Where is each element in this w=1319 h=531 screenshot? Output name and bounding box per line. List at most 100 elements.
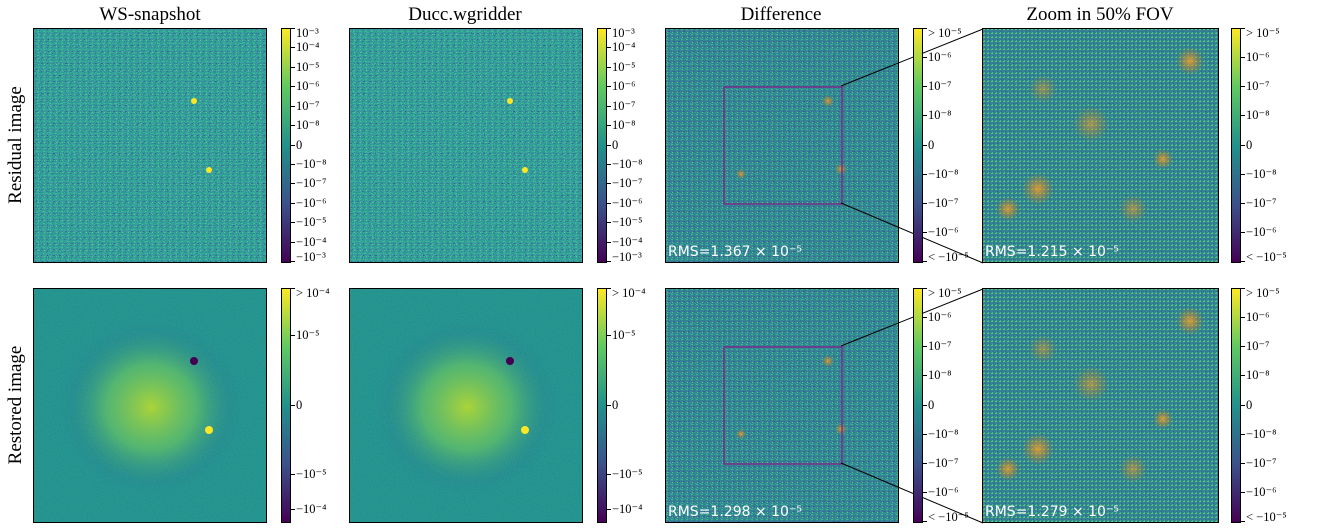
colorbar-tick-mark	[291, 509, 295, 510]
colorbar-tick-mark	[1241, 203, 1245, 204]
colorbar-tick-label: 10⁻⁷	[296, 99, 320, 113]
colorbar-tick-label: 10⁻³	[612, 26, 635, 40]
colorbar-tick-mark	[607, 261, 611, 262]
column-title-zoom: Zoom in 50% FOV	[1026, 4, 1174, 25]
colorbar-tick-mark	[1241, 317, 1245, 318]
colorbar-tick-label: −10⁻⁶	[928, 485, 959, 499]
colorbar-tick-label: −10⁻⁷	[928, 456, 959, 470]
colorbar-tick-label: −10⁻⁸	[928, 167, 959, 181]
colorbar-tick-label: 10⁻⁵	[612, 328, 636, 342]
colorbar-tick-mark	[923, 86, 927, 87]
colorbar-tick-label: > 10⁻⁴	[296, 286, 330, 300]
residual-ws-snapshot-image	[33, 28, 267, 263]
colorbar-tick-mark	[923, 174, 927, 175]
colorbar-tick-label: 10⁻⁷	[1246, 339, 1270, 353]
colorbar-tick-label: −10⁻⁴	[296, 502, 327, 516]
colorbar-tick-label: −10⁻⁴	[296, 235, 327, 249]
colorbar-tick-label: −10⁻⁸	[296, 157, 327, 171]
colorbar-tick-mark	[1241, 28, 1245, 29]
colorbar-tick-mark	[607, 203, 611, 204]
colorbar-tick-mark	[1241, 434, 1245, 435]
colorbar-tick-mark	[923, 521, 927, 522]
colorbar-tick-mark	[1241, 492, 1245, 493]
colorbar-tick-mark	[923, 346, 927, 347]
residual-zoom-image: RMS=1.215 × 10⁻⁵	[982, 28, 1219, 263]
colorbar-tick-mark	[923, 463, 927, 464]
colorbar-tick-label: −10⁻⁵	[612, 467, 643, 481]
colorbar-tick-mark	[607, 106, 611, 107]
colorbar-tick-label: > 10⁻⁵	[928, 286, 962, 300]
colorbar-tick-mark	[1241, 115, 1245, 116]
colorbar-tick-label: 10⁻³	[296, 26, 319, 40]
colorbar-restored-ducc	[597, 288, 607, 523]
colorbar-tick-label: 10⁻⁶	[1246, 50, 1270, 64]
colorbar-tick-mark	[291, 474, 295, 475]
colorbar-tick-mark	[923, 145, 927, 146]
restored-ducc-image	[349, 288, 583, 523]
colorbar-tick-label: 10⁻⁷	[1246, 79, 1270, 93]
rms-residual-zoom: RMS=1.215 × 10⁻⁵	[985, 244, 1119, 260]
restored-difference-image: RMS=1.298 × 10⁻⁵	[665, 288, 899, 523]
colorbar-tick-mark	[291, 106, 295, 107]
colorbar-tick-label: −10⁻⁵	[296, 467, 327, 481]
colorbar-tick-mark	[923, 57, 927, 58]
colorbar-tick-label: 0	[928, 138, 935, 152]
colorbar-residual-diff	[913, 28, 923, 263]
colorbar-tick-label: 10⁻⁶	[612, 79, 636, 93]
colorbar-tick-mark	[607, 288, 611, 289]
colorbar-tick-mark	[923, 28, 927, 29]
colorbar-tick-mark	[607, 67, 611, 68]
colorbar-tick-label: −10⁻⁶	[1246, 485, 1277, 499]
colorbar-tick-label: −10⁻⁶	[1246, 225, 1277, 239]
colorbar-tick-label: 10⁻⁴	[612, 40, 636, 54]
colorbar-tick-label: −10⁻⁸	[1246, 167, 1277, 181]
colorbar-tick-label: < −10⁻⁵	[1246, 250, 1287, 264]
colorbar-tick-label: −10⁻⁷	[612, 176, 643, 190]
colorbar-tick-label: −10⁻⁸	[612, 157, 643, 171]
colorbar-tick-label: −10⁻⁸	[1246, 427, 1277, 441]
colorbar-tick-label: > 10⁻⁵	[928, 26, 962, 40]
rms-residual-difference: RMS=1.367 × 10⁻⁵	[668, 244, 802, 260]
colorbar-tick-mark	[1241, 174, 1245, 175]
colorbar-tick-mark	[923, 317, 927, 318]
colorbar-tick-label: 10⁻⁸	[1246, 108, 1270, 122]
restored-zoom-image: RMS=1.279 × 10⁻⁵	[982, 288, 1219, 523]
colorbar-tick-mark	[291, 242, 295, 243]
colorbar-tick-mark	[923, 115, 927, 116]
rms-restored-difference: RMS=1.298 × 10⁻⁵	[668, 504, 802, 520]
zoom-region-box	[723, 346, 843, 465]
colorbar-tick-mark	[1241, 145, 1245, 146]
colorbar-tick-label: 10⁻⁸	[296, 118, 320, 132]
colorbar-tick-label: 10⁻⁵	[296, 328, 320, 342]
colorbar-tick-label: > 10⁻⁵	[1246, 286, 1280, 300]
colorbar-tick-mark	[1241, 86, 1245, 87]
colorbar-tick-mark	[607, 222, 611, 223]
colorbar-tick-label: 10⁻⁷	[928, 339, 952, 353]
colorbar-tick-label: 10⁻⁷	[928, 79, 952, 93]
colorbar-tick-label: −10⁻³	[296, 250, 326, 264]
colorbar-tick-mark	[291, 86, 295, 87]
colorbar-tick-mark	[1241, 375, 1245, 376]
colorbar-tick-label: > 10⁻⁵	[1246, 26, 1280, 40]
colorbar-tick-mark	[1241, 346, 1245, 347]
residual-difference-image: RMS=1.367 × 10⁻⁵	[665, 28, 899, 263]
colorbar-tick-label: 0	[612, 398, 619, 412]
colorbar-tick-mark	[291, 222, 295, 223]
colorbar-tick-mark	[607, 405, 611, 406]
colorbar-tick-label: −10⁻⁸	[928, 427, 959, 441]
colorbar-tick-label: < −10⁻⁵	[928, 510, 969, 524]
colorbar-tick-mark	[291, 145, 295, 146]
colorbar-tick-mark	[923, 232, 927, 233]
colorbar-tick-label: −10⁻⁷	[1246, 456, 1277, 470]
colorbar-tick-label: 0	[928, 398, 935, 412]
colorbar-tick-mark	[923, 203, 927, 204]
colorbar-tick-label: −10⁻⁴	[612, 502, 643, 516]
colorbar-tick-mark	[923, 434, 927, 435]
colorbar-tick-mark	[607, 335, 611, 336]
colorbar-tick-mark	[607, 474, 611, 475]
colorbar-tick-label: > 10⁻⁴	[612, 286, 646, 300]
colorbar-restored-zoom	[1231, 288, 1241, 523]
colorbar-tick-mark	[291, 335, 295, 336]
colorbar-tick-label: 0	[612, 138, 619, 152]
colorbar-tick-mark	[607, 145, 611, 146]
